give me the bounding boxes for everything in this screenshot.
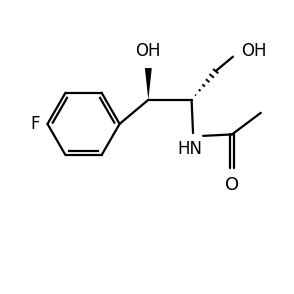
Text: HN: HN <box>178 140 203 158</box>
Text: F: F <box>30 115 39 133</box>
Text: OH: OH <box>136 42 161 60</box>
Polygon shape <box>145 68 152 100</box>
Text: O: O <box>225 176 239 194</box>
Text: OH: OH <box>241 42 267 61</box>
